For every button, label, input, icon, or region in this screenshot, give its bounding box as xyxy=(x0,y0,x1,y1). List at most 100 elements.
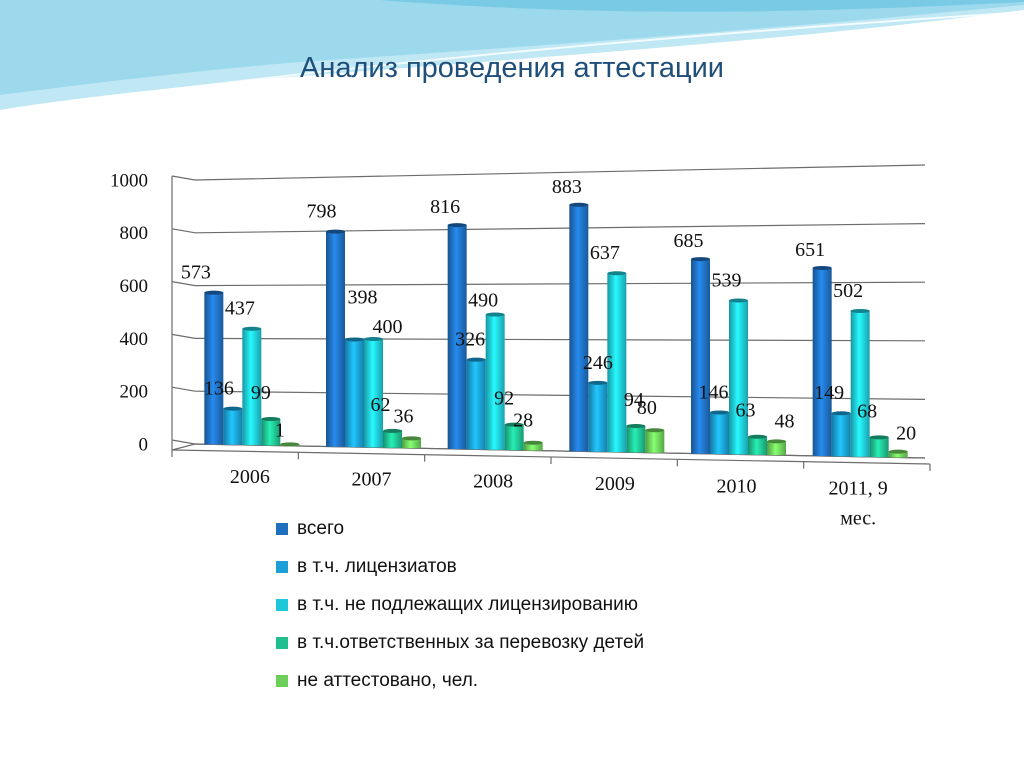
bar xyxy=(831,413,851,457)
floor-back xyxy=(171,443,926,459)
bar xyxy=(850,310,870,457)
bar xyxy=(812,267,832,457)
bar-layer xyxy=(204,202,908,458)
bar xyxy=(383,430,402,448)
bar-top xyxy=(447,223,467,228)
legend-label: не аттестовано, чел. xyxy=(297,670,479,691)
bar xyxy=(888,451,908,458)
bar xyxy=(223,408,243,445)
y-tick-label: 1000 xyxy=(110,170,148,191)
legend-swatch xyxy=(276,637,288,649)
bar xyxy=(607,273,627,453)
legend-swatch xyxy=(276,561,288,573)
data-label: 62 xyxy=(371,394,391,416)
category-label: 2007 xyxy=(352,468,392,490)
bar xyxy=(729,300,748,455)
bar-top xyxy=(869,435,889,440)
bar-top xyxy=(223,406,243,411)
bar-top xyxy=(261,417,281,422)
y-tick-label: 600 xyxy=(120,276,149,297)
bar xyxy=(710,412,729,455)
legend-item: всего xyxy=(276,510,644,548)
data-label: 63 xyxy=(736,400,756,422)
data-label: 94 xyxy=(624,389,644,411)
bar-top xyxy=(345,337,364,342)
data-label: 1 xyxy=(275,419,285,441)
bar xyxy=(402,438,421,449)
gridline-side xyxy=(171,439,196,445)
bar xyxy=(523,442,543,451)
bar xyxy=(204,292,224,445)
category-label: 2006 xyxy=(230,466,270,488)
data-label: 637 xyxy=(590,242,620,264)
legend-label: в т.ч. лицензиатов xyxy=(297,556,457,577)
bar-top xyxy=(326,229,345,234)
gridline xyxy=(194,281,926,287)
legend-item: не аттестовано, чел. xyxy=(276,662,644,700)
gridline xyxy=(194,164,926,181)
gridline xyxy=(194,337,926,342)
data-label: 539 xyxy=(712,269,742,291)
chart-legend: всего в т.ч. лицензиатов в т.ч. не подлежа… xyxy=(276,510,644,700)
bar-top xyxy=(710,410,729,415)
bar xyxy=(869,437,889,458)
bar-top xyxy=(691,257,710,262)
legend-label: в т.ч. не подлежащих лицензированию xyxy=(297,594,638,615)
bar-top xyxy=(523,440,543,445)
data-label: 685 xyxy=(674,230,704,252)
gridline-side xyxy=(171,228,196,234)
bar-top xyxy=(280,442,300,447)
bar xyxy=(645,430,665,453)
bar-top xyxy=(812,265,832,270)
bar-top xyxy=(850,308,870,313)
y-tick-label: 200 xyxy=(120,382,149,403)
bar-top xyxy=(748,434,767,439)
grid-layer xyxy=(171,164,926,459)
data-label: 883 xyxy=(552,176,582,198)
data-label: 68 xyxy=(857,400,877,422)
bar xyxy=(691,259,710,454)
data-label: 502 xyxy=(833,280,863,302)
label-layer: 0 200 400 600 800 1000 573 136 437 991 798 398 400 62… xyxy=(110,170,916,529)
legend-item: в т.ч.ответственных за перевозку детей xyxy=(276,624,644,662)
bar-top xyxy=(626,423,646,428)
bar-top xyxy=(466,357,486,362)
bar xyxy=(447,225,467,450)
bar-top xyxy=(364,336,383,341)
data-label: 326 xyxy=(455,329,485,351)
bar-top xyxy=(831,411,851,416)
bar xyxy=(504,424,524,451)
bar xyxy=(588,382,608,452)
legend-swatch xyxy=(276,675,288,687)
data-label: 99 xyxy=(251,382,271,404)
bar-top xyxy=(242,326,262,331)
bar-top xyxy=(569,202,589,207)
data-label: 28 xyxy=(513,410,533,432)
bar-top xyxy=(888,449,908,454)
data-label: 92 xyxy=(494,388,514,410)
data-label: 48 xyxy=(775,410,795,432)
data-label: 246 xyxy=(583,352,613,374)
legend-label: всего xyxy=(297,518,345,539)
bar-top xyxy=(402,436,421,441)
y-tick-label: 800 xyxy=(120,223,149,244)
bar-top xyxy=(607,271,627,276)
data-label: 146 xyxy=(699,381,729,403)
data-label: 573 xyxy=(181,262,211,284)
bar-top xyxy=(383,428,402,433)
bar-top xyxy=(588,380,608,385)
legend-item: в т.ч. не подлежащих лицензированию xyxy=(276,586,644,624)
gridline xyxy=(194,390,926,400)
bar xyxy=(767,441,786,456)
bar xyxy=(485,314,505,450)
data-label: 149 xyxy=(814,382,844,404)
category-label: 2010 xyxy=(717,475,757,497)
bar xyxy=(326,231,345,447)
data-label: 798 xyxy=(307,201,337,223)
wave-band-3 xyxy=(380,0,1024,12)
legend-item: в т.ч. лицензиатов xyxy=(276,548,644,586)
slide-title: Анализ проведения аттестации xyxy=(300,52,724,84)
bar-top xyxy=(645,428,665,433)
bar xyxy=(748,436,767,455)
